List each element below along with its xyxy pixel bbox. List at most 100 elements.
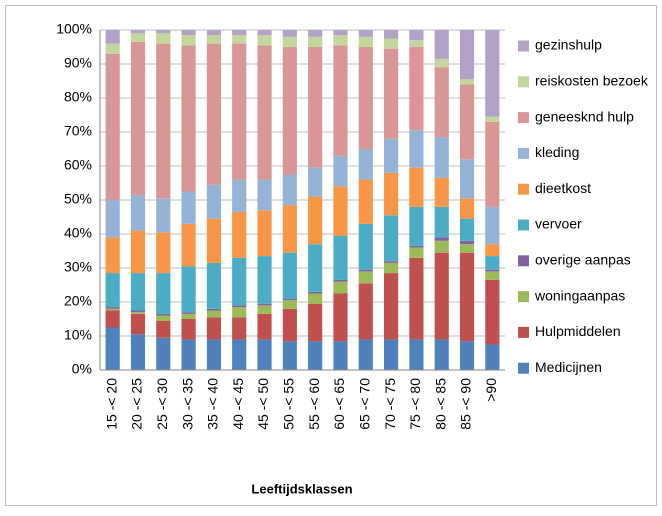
x-tick-label: 20 -< 25 xyxy=(129,378,145,430)
bar-segment xyxy=(434,206,449,238)
legend-swatch xyxy=(518,183,529,195)
bar-segment xyxy=(130,30,146,34)
bar-segment xyxy=(206,43,221,185)
bar-segment xyxy=(130,230,146,274)
x-tick-label: 50 -< 55 xyxy=(281,378,297,430)
legend-label: vervoer xyxy=(535,216,582,232)
bar-segment xyxy=(232,35,247,44)
bar-segment xyxy=(485,256,500,270)
bar-segment xyxy=(181,45,196,192)
bar-segment xyxy=(308,293,323,304)
legend-label: Hulpmiddelen xyxy=(535,323,621,339)
legend-swatch xyxy=(518,112,529,124)
y-tick-label: 70% xyxy=(64,123,92,139)
bar-segment xyxy=(434,240,449,253)
x-tick-label: >90 xyxy=(483,378,499,402)
bar-segment xyxy=(308,196,323,245)
y-tick-label: 40% xyxy=(64,225,92,241)
y-tick-label: 20% xyxy=(64,293,92,309)
x-tick-label: 40 -< 45 xyxy=(230,378,246,430)
bar-segment xyxy=(459,252,475,342)
bar-segment xyxy=(105,43,120,54)
bar-segment xyxy=(181,35,196,46)
bar-segment xyxy=(232,339,247,370)
bar-segment xyxy=(257,210,272,257)
bar-segment xyxy=(459,244,475,253)
bar-segment xyxy=(282,47,297,175)
bar-segment xyxy=(459,30,475,80)
bar-segment xyxy=(130,312,146,314)
bar-segment xyxy=(181,313,196,319)
bar-segment xyxy=(459,341,475,370)
bar-segment xyxy=(434,252,449,340)
bar-segment xyxy=(181,339,196,370)
bar-segment xyxy=(130,33,146,42)
bar-segment xyxy=(206,317,221,340)
bar-segment xyxy=(485,344,500,370)
bar-segment xyxy=(181,266,196,313)
bar-segment xyxy=(384,38,399,49)
legend-label: woningaanpas xyxy=(534,287,625,303)
bar-segment xyxy=(232,30,247,36)
bar-segment xyxy=(485,271,500,280)
bar-segment xyxy=(485,269,500,272)
x-tick-label: 60 -< 65 xyxy=(331,378,347,430)
legend-label: reiskosten bezoek xyxy=(535,73,649,89)
bar-segment xyxy=(232,179,247,212)
bar-segment xyxy=(485,121,500,207)
bar-segment xyxy=(384,172,399,216)
x-tick-label: 80 -< 85 xyxy=(432,378,448,430)
bar-segment xyxy=(384,138,399,173)
y-tick-label: 60% xyxy=(64,157,92,173)
bar-segment xyxy=(333,45,348,156)
bar-segment xyxy=(257,35,272,46)
bar-segment xyxy=(156,33,171,44)
bar-segment xyxy=(257,179,272,211)
legend-swatch xyxy=(518,255,529,267)
x-tick-label: 85 -< 90 xyxy=(458,378,474,430)
bar-segment xyxy=(333,186,348,236)
bar-segment xyxy=(257,313,272,340)
bar-segment xyxy=(409,339,424,370)
y-tick-label: 50% xyxy=(64,191,92,207)
bar-segment xyxy=(206,184,221,219)
y-tick-label: 10% xyxy=(64,327,92,343)
bar-segment xyxy=(434,339,449,370)
bar-segment xyxy=(333,30,348,36)
bar-segment xyxy=(434,30,449,59)
bar-segment xyxy=(105,237,120,274)
bar-segment xyxy=(384,215,399,262)
bar-segment xyxy=(206,262,221,309)
legend-swatch xyxy=(518,40,529,52)
bar-segment xyxy=(130,313,146,335)
x-tick-label: 35 -< 40 xyxy=(205,378,221,430)
bar-segment xyxy=(181,30,196,36)
legend-swatch xyxy=(518,291,529,303)
y-tick-label: 100% xyxy=(56,21,92,37)
bar-segment xyxy=(485,116,500,122)
bar-segment xyxy=(358,30,373,37)
bar-segment xyxy=(384,48,399,139)
bar-segment xyxy=(409,40,424,47)
legend-swatch xyxy=(518,219,529,231)
bar-segment xyxy=(282,174,297,206)
bar-segment xyxy=(130,273,146,311)
bar-segment xyxy=(485,279,500,345)
bar-segment xyxy=(156,315,171,321)
bar-segment xyxy=(459,240,475,245)
bar-segment xyxy=(257,256,272,304)
bar-segment xyxy=(181,312,196,314)
bar-segment xyxy=(282,300,297,309)
bar-segment xyxy=(130,334,146,370)
bar-segment xyxy=(333,281,348,294)
x-tick-label: 45 -< 50 xyxy=(255,378,271,430)
bar-segment xyxy=(409,47,424,131)
bar-segment xyxy=(358,269,373,272)
x-tick-label: 55 -< 60 xyxy=(306,378,322,430)
bar-segment xyxy=(308,47,323,168)
bar-segment xyxy=(358,47,373,149)
legend-swatch xyxy=(518,326,529,338)
bar-segment xyxy=(308,30,323,37)
bar-segment xyxy=(206,310,221,318)
